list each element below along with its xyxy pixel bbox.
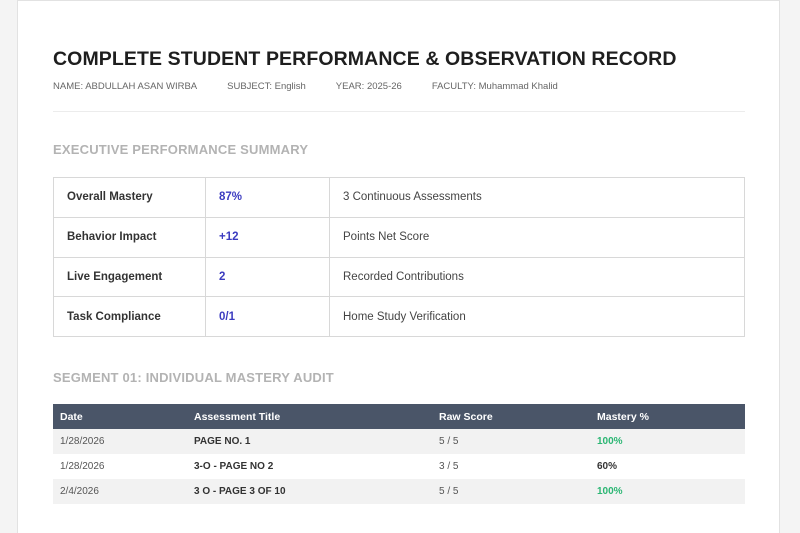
date-cell: 1/28/2026: [53, 429, 187, 454]
date-cell: 2/4/2026: [53, 479, 187, 504]
page-title: COMPLETE STUDENT PERFORMANCE & OBSERVATI…: [53, 48, 677, 70]
summary-value: 0/1: [205, 296, 330, 337]
assessment-title-cell: 3-O - PAGE NO 2: [194, 461, 274, 472]
audit-table: Date Assessment Title Raw Score Mastery …: [53, 404, 745, 504]
column-header: Assessment Title: [187, 404, 432, 429]
summary-value: 2: [205, 256, 330, 298]
table-row: 1/28/2026 3-O - PAGE NO 2 3 / 5 60%: [53, 454, 745, 479]
raw-score-cell: 3 / 5: [439, 461, 459, 472]
document-page: COMPLETE STUDENT PERFORMANCE & OBSERVATI…: [17, 0, 780, 533]
subject-label: SUBJECT: English: [227, 81, 306, 92]
summary-label: Overall Mastery: [53, 177, 206, 218]
summary-row: Overall Mastery 87% 3 Continuous Assessmen…: [53, 177, 745, 218]
header-divider: [53, 111, 745, 112]
summary-description: Home Study Verification: [329, 296, 745, 337]
faculty-label: FACULTY: Muhammad Khalid: [431, 81, 558, 92]
summary-description: Recorded Contributions: [329, 256, 745, 298]
summary-row: Task Compliance 0/1 Home Study Verificatio…: [53, 296, 745, 337]
column-header: Mastery %: [590, 404, 745, 429]
year-label: YEAR: 2025-26: [335, 81, 402, 92]
raw-score-cell: 5 / 5: [432, 429, 590, 454]
summary-table: Overall Mastery 87% 3 Continuous Assessmen…: [53, 177, 745, 337]
mastery-cell: 100%: [590, 479, 745, 504]
summary-row: Behavior Impact +12 Points Net Score: [53, 216, 745, 258]
summary-title: EXECUTIVE PERFORMANCE SUMMARY: [53, 142, 309, 157]
student-name: NAME: ABDULLAH ASAN WIRBA: [53, 81, 198, 92]
audit-title: SEGMENT 01: INDIVIDUAL MASTERY AUDIT: [53, 370, 334, 385]
summary-description: Points Net Score: [329, 216, 745, 258]
summary-label: Behavior Impact: [53, 216, 206, 258]
student-meta: NAME: ABDULLAH ASAN WIRBA SUBJECT: Engli…: [53, 81, 745, 92]
column-header: Raw Score: [432, 404, 590, 429]
table-row: 2/4/2026 3 O - PAGE 3 OF 10 5 / 5 100%: [53, 479, 745, 504]
date-cell: 1/28/2026: [60, 461, 105, 472]
audit-header-row: Date Assessment Title Raw Score Mastery …: [53, 404, 745, 429]
summary-label: Task Compliance: [53, 296, 206, 337]
summary-value: 87%: [205, 177, 330, 218]
summary-description: 3 Continuous Assessments: [329, 177, 745, 218]
summary-row: Live Engagement 2 Recorded Contributions: [53, 256, 745, 298]
mastery-cell: 100%: [590, 429, 745, 454]
record-header: COMPLETE STUDENT PERFORMANCE & OBSERVATI…: [53, 48, 745, 92]
summary-label: Live Engagement: [53, 256, 206, 298]
assessment-title-cell: 3 O - PAGE 3 OF 10: [187, 479, 432, 504]
column-header: Date: [53, 404, 187, 429]
mastery-cell: 60%: [597, 461, 618, 472]
assessment-title-cell: PAGE NO. 1: [187, 429, 432, 454]
summary-value: +12: [205, 216, 330, 258]
raw-score-cell: 5 / 5: [432, 479, 590, 504]
